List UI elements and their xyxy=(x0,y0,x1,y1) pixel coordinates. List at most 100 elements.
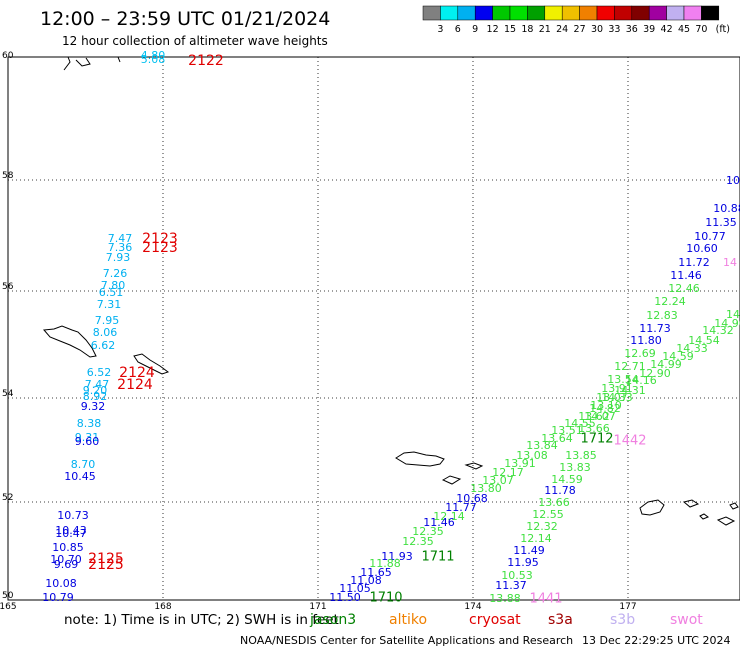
wave-height-value: 2124 xyxy=(117,377,153,393)
y-tick-label: 52 xyxy=(2,493,13,503)
color-scale-label: 42 xyxy=(661,24,673,35)
wave-height-value: 7.26 xyxy=(103,267,128,280)
island-speck-right xyxy=(699,502,739,520)
wave-height-map: 165 168 171 174 177 60 58 56 54 52 50 4.805.08 2122… xyxy=(0,49,740,610)
wave-height-value: 14.96 xyxy=(714,317,740,330)
wave-height-value: 13.91 xyxy=(601,382,633,395)
satellite-legend-item: cryosat xyxy=(469,612,521,628)
wave-height-value: 10.08 xyxy=(45,577,77,590)
wave-height-value: 14.82 xyxy=(589,402,621,415)
wave-height-value: 11.77 xyxy=(445,501,477,514)
wave-height-value: 14 xyxy=(726,308,740,321)
wave-height-value: 13.84 xyxy=(526,439,558,452)
island-large xyxy=(42,325,97,358)
color-scale-label: 36 xyxy=(626,24,638,35)
wave-height-value: 1710 xyxy=(369,591,402,606)
wave-height-value: 11.80 xyxy=(630,334,662,347)
wave-height-value: 11.35 xyxy=(705,216,737,229)
coastline-top xyxy=(63,56,121,71)
footer-note: note: 1) Time is in UTC; 2) SWH is in fe… xyxy=(64,612,339,628)
x-tick-label: 165 xyxy=(0,602,17,610)
wave-height-value: 13.07 xyxy=(596,391,628,404)
color-scale-label: 27 xyxy=(574,24,586,35)
wave-height-value: 13.54 xyxy=(607,373,639,386)
wave-height-value: 1711 xyxy=(421,550,454,565)
wave-height-value: 13.51 xyxy=(551,424,583,437)
wave-height-value: 12.14 xyxy=(520,532,552,545)
wave-height-value: 4.80 xyxy=(141,49,166,62)
wave-height-value: 9.32 xyxy=(81,400,106,413)
wave-height-value: 7.95 xyxy=(95,314,120,327)
wave-height-value: 8.92 xyxy=(83,390,108,403)
wave-height-value: 14.33 xyxy=(601,391,633,404)
wave-height-value: 13.64 xyxy=(541,432,573,445)
wave-height-value: 12.55 xyxy=(532,508,564,521)
page-title: 12:00 – 23:59 UTC 01/21/2024 xyxy=(40,8,331,30)
wave-height-value: 11.46 xyxy=(423,516,455,529)
y-tick-label: 54 xyxy=(2,389,14,399)
wave-height-value: 14.31 xyxy=(614,384,646,397)
wave-height-value: 10.85 xyxy=(52,541,84,554)
wave-height-value: 13.07 xyxy=(482,474,514,487)
wave-height-value: 9.60 xyxy=(75,435,100,448)
wave-height-value: 14 xyxy=(723,256,737,269)
wave-height-value: 11.46 xyxy=(670,269,702,282)
wave-height-value: 12.69 xyxy=(624,347,656,360)
wave-height-value: 11.05 xyxy=(339,582,371,595)
wave-height-value: 10.60 xyxy=(686,242,718,255)
wave-height-value: 8.70 xyxy=(71,458,96,471)
color-scale-label: 30 xyxy=(591,24,603,35)
wave-height-value: 9.31 xyxy=(75,431,100,444)
color-scale-label: 21 xyxy=(539,24,551,35)
wave-height-value: 2123 xyxy=(142,240,178,256)
color-scale-label: 45 xyxy=(678,24,690,35)
wave-height-value: 14.55 xyxy=(564,417,596,430)
x-tick-label: 168 xyxy=(154,602,171,610)
color-scale-label: 6 xyxy=(455,24,461,35)
wave-height-value: 9.20 xyxy=(83,384,108,397)
generated-timestamp: 13 Dec 22:29:25 UTC 2024 xyxy=(582,634,731,647)
wave-height-value: 12.46 xyxy=(668,282,700,295)
wave-height-value: 13.85 xyxy=(565,449,597,462)
wave-height-value: 14.99 xyxy=(650,358,682,371)
wave-height-value: 11.50 xyxy=(329,591,361,604)
wave-height-value: 13.08 xyxy=(516,449,548,462)
wave-height-value: 6.51 xyxy=(99,286,124,299)
satellite-legend-item: swot xyxy=(670,612,703,628)
wave-height-value: 2124 xyxy=(119,365,155,381)
y-tick-label: 50 xyxy=(2,591,14,601)
wave-height-value: 6.62 xyxy=(91,339,116,352)
island-small xyxy=(133,353,170,375)
color-scale-label: 15 xyxy=(504,24,516,35)
wave-height-value: 7.47 xyxy=(108,232,133,245)
wave-height-value: 10.53 xyxy=(501,569,533,582)
wave-height-value: 12.35 xyxy=(412,525,444,538)
wave-height-value: 2125 xyxy=(88,551,124,567)
wave-height-value: 6.52 xyxy=(87,366,112,379)
wave-height-value: 12.24 xyxy=(654,295,686,308)
wave-height-value: 7.47 xyxy=(85,378,110,391)
wave-height-value: 10.88 xyxy=(713,202,740,215)
satellite-legend-item: jason3 xyxy=(310,612,357,628)
wave-height-value: 2122 xyxy=(188,53,224,69)
color-scale-label: 12 xyxy=(487,24,499,35)
wave-height-value: 11.95 xyxy=(507,556,539,569)
wave-height-value: 10.47 xyxy=(55,527,87,540)
wave-height-value: 12.17 xyxy=(492,466,524,479)
wave-height-value: 14.59 xyxy=(662,350,694,363)
wave-height-value: 8.06 xyxy=(93,326,118,339)
wave-height-value: 1712 xyxy=(580,432,613,447)
x-tick-label: 174 xyxy=(464,602,481,610)
page-subtitle: 12 hour collection of altimeter wave hei… xyxy=(62,34,328,48)
color-swatch xyxy=(701,5,720,21)
wave-height-value: 12.71 xyxy=(614,360,646,373)
wave-height-value: 14.07 xyxy=(584,410,616,423)
wave-height-value: 11.73 xyxy=(639,322,671,335)
wave-height-value: 11.88 xyxy=(369,557,401,570)
wave-height-value: 14.33 xyxy=(676,342,708,355)
color-scale-legend: 3 6 9 12 15 18 21 24 27 30 33 36 39 42 45 70 (ft) xyxy=(422,5,730,35)
wave-height-value: 2123 xyxy=(142,231,178,247)
satellite-legend-item: s3a xyxy=(548,612,573,628)
wave-height-value: 1441 xyxy=(529,592,562,607)
wave-height-value: 10.73 xyxy=(57,509,89,522)
